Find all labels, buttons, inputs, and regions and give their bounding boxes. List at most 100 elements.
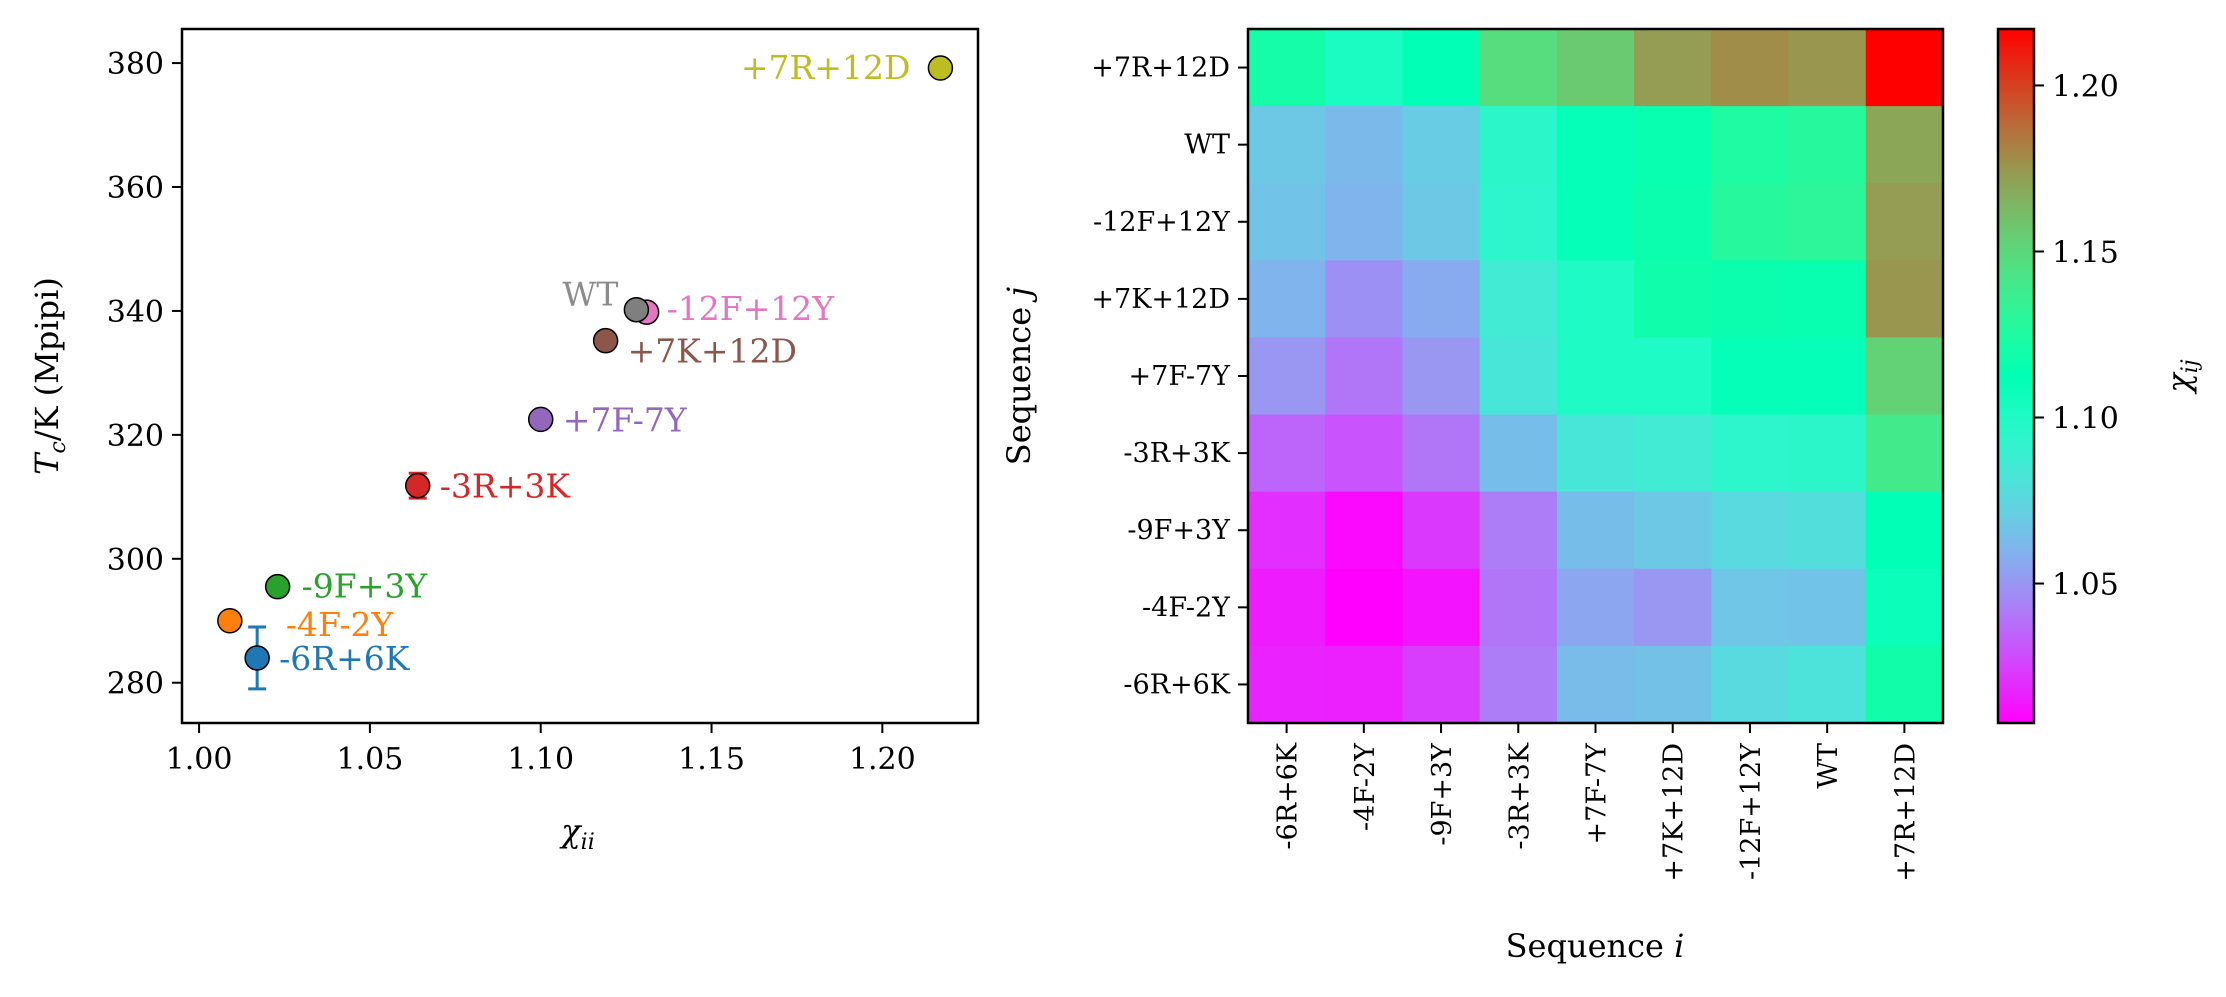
heatmap-cell	[1556, 568, 1635, 647]
heatmap-cell	[1248, 568, 1326, 647]
scatter-marker	[217, 608, 243, 634]
heatmap-cell	[1865, 106, 1944, 184]
heatmap-cell	[1865, 491, 1944, 570]
scatter-point-label: -3R+3K	[440, 467, 572, 506]
scatter-y-tick-label: 320	[107, 419, 164, 454]
heatmap-cell	[1865, 260, 1944, 339]
scatter-marker	[264, 573, 291, 600]
scatter-point--3R+3K: -3R+3K	[404, 467, 572, 506]
scatter-marker	[527, 406, 554, 433]
heatmap-cell	[1556, 645, 1635, 724]
heatmap-cell	[1479, 645, 1558, 724]
heatmap-y-tick-label: -12F+12Y	[1093, 207, 1231, 238]
heatmap-cell	[1788, 645, 1867, 724]
scatter-marker	[927, 55, 954, 81]
scatter-y-tick-label: 340	[107, 295, 164, 330]
heatmap-cell	[1788, 183, 1867, 261]
heatmap-cell	[1479, 414, 1558, 493]
heatmap-cell	[1634, 414, 1712, 493]
scatter-x-tick-label: 1.15	[678, 742, 745, 777]
scatter-marker	[623, 296, 650, 323]
scatter-point-label: WT	[562, 275, 618, 314]
colorbar-label: χij	[2160, 359, 2203, 394]
heatmap-x-tick-label: -4F-2Y	[1350, 742, 1381, 831]
heatmap-panel: -6R+6K -4F-2Y -9F+3Y -3R+3K +7F-7Y +7K+12D -12…	[1000, 27, 1945, 965]
scatter-frame	[180, 27, 980, 725]
heatmap-cell	[1556, 106, 1635, 184]
heatmap-cell	[1248, 491, 1326, 570]
scatter-y-ticks: 280 300 320 340 360 380	[107, 47, 182, 702]
heatmap-y-tick-label: +7K+12D	[1091, 284, 1230, 315]
heatmap-cell	[1711, 568, 1790, 647]
heatmap-cell	[1634, 491, 1712, 570]
scatter-y-tick-label: 300	[107, 543, 164, 578]
heatmap-cell	[1556, 29, 1635, 107]
heatmap-cell	[1711, 106, 1790, 184]
heatmap-x-tick-label: -3R+3K	[1504, 742, 1535, 849]
scatter-y-tick-label: 280	[107, 667, 164, 702]
heatmap-cell	[1325, 183, 1404, 261]
heatmap-cell	[1248, 260, 1326, 339]
heatmap-cell	[1634, 106, 1712, 184]
heatmap-x-tick-label: -12F+12Y	[1736, 742, 1767, 880]
heatmap-cell	[1634, 568, 1712, 647]
scatter-point--6R+6K: -6R+6K	[244, 625, 411, 691]
colorbar-tick-label: 1.15	[2052, 235, 2119, 270]
heatmap-y-tick-label: +7R+12D	[1091, 53, 1230, 84]
heatmap-x-tick-label: -9F+3Y	[1427, 742, 1458, 846]
scatter-point-label: +7F-7Y	[563, 400, 688, 439]
scatter-y-tick-label: 360	[107, 171, 164, 206]
heatmap-cell	[1556, 183, 1635, 261]
scatter-point-+7K+12D: +7K+12D	[592, 327, 797, 371]
colorbar-gradient	[1998, 29, 2034, 723]
heatmap-cell	[1711, 337, 1790, 416]
heatmap-cell	[1556, 260, 1635, 339]
scatter-x-tick-label: 1.20	[849, 742, 916, 777]
scatter-marker	[404, 472, 431, 499]
scatter-panel: 1.00 1.05 1.10 1.15 1.20 280300320340360380 …	[28, 27, 980, 855]
heatmap-cell	[1865, 568, 1944, 647]
heatmap-y-tick-label: WT	[1184, 130, 1230, 161]
heatmap-cell	[1788, 337, 1867, 416]
scatter-marker	[592, 327, 619, 354]
scatter-point-label: -6R+6K	[279, 639, 411, 678]
heatmap-cell	[1402, 183, 1481, 261]
heatmap-cell	[1711, 491, 1790, 570]
heatmap-cell	[1634, 260, 1712, 339]
heatmap-y-tick-label: -9F+3Y	[1127, 515, 1231, 546]
heatmap-cell	[1479, 337, 1558, 416]
heatmap-cell	[1556, 414, 1635, 493]
scatter-point--9F+3Y: -9F+3Y	[264, 567, 428, 606]
heatmap-y-tick-label: -6R+6K	[1123, 669, 1230, 700]
heatmap-cell	[1402, 106, 1481, 184]
heatmap-y-ticks: +7R+12D WT -12F+12Y +7K+12D +7F-7Y -3R+3K -9F+…	[1091, 53, 1248, 700]
scatter-point-label: -12F+12Y	[667, 289, 836, 328]
scatter-point-WT: WT	[562, 275, 650, 323]
heatmap-cell	[1248, 645, 1326, 724]
scatter-points: -6R+6K-4F-2Y-9F+3Y -3R+3K +7F-7Y +7K+12D -12…	[217, 48, 954, 691]
heatmap-cell	[1325, 491, 1404, 570]
heatmap-cell	[1788, 106, 1867, 184]
heatmap-cell	[1556, 491, 1635, 570]
heatmap-cell	[1479, 29, 1558, 107]
heatmap-cell	[1711, 645, 1790, 724]
heatmap-x-tick-label: +7R+12D	[1890, 743, 1921, 882]
heatmap-cell	[1556, 337, 1635, 416]
heatmap-cell	[1634, 645, 1712, 724]
scatter-x-tick-label: 1.10	[507, 742, 574, 777]
heatmap-x-tick-label: +7K+12D	[1659, 743, 1690, 882]
heatmap-cell	[1479, 260, 1558, 339]
scatter-point-label: +7K+12D	[628, 332, 797, 371]
heatmap-x-axis-label: Sequence i	[1506, 927, 1685, 965]
heatmap-cell	[1402, 260, 1481, 339]
scatter-point-+7F-7Y: +7F-7Y	[527, 400, 688, 439]
heatmap-cell	[1325, 568, 1404, 647]
heatmap-cell	[1325, 29, 1404, 107]
heatmap-cell	[1788, 29, 1867, 107]
heatmap-cell	[1402, 337, 1481, 416]
heatmap-cell	[1634, 183, 1712, 261]
heatmap-cell	[1711, 414, 1790, 493]
heatmap-cell	[1248, 183, 1326, 261]
heatmap-cells	[1248, 29, 1944, 724]
